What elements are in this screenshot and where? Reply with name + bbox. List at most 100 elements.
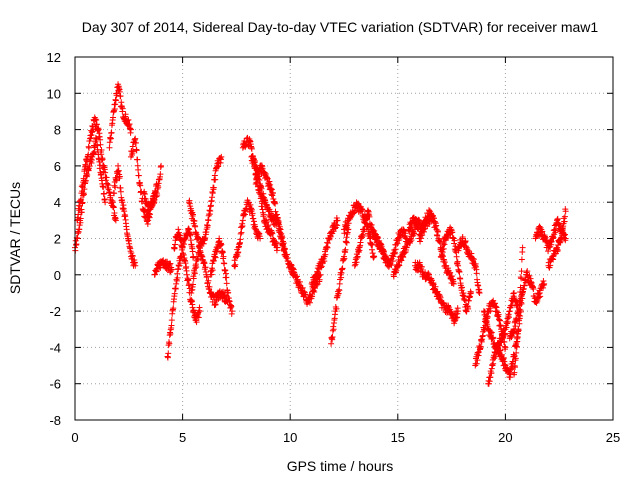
data-point	[209, 194, 216, 201]
data-point	[79, 188, 86, 195]
data-point	[290, 265, 297, 272]
data-point	[117, 188, 124, 195]
data-point	[459, 234, 466, 241]
data-point	[191, 270, 198, 277]
data-point	[222, 267, 229, 274]
data-point	[200, 240, 207, 247]
data-point	[339, 265, 346, 272]
y-tick-label: -2	[49, 304, 61, 319]
data-point	[137, 182, 144, 189]
data-point	[264, 223, 271, 230]
y-tick-label: 12	[47, 50, 61, 65]
data-point	[257, 235, 264, 242]
data-point	[252, 157, 259, 164]
x-tick-label: 5	[179, 430, 186, 445]
data-point	[504, 318, 511, 325]
data-point	[355, 200, 362, 207]
data-point	[449, 229, 456, 236]
data-point	[554, 247, 561, 254]
data-point	[74, 235, 81, 242]
data-point	[190, 281, 197, 288]
data-point	[334, 222, 341, 229]
data-point	[98, 146, 105, 153]
data-point	[460, 290, 467, 297]
data-point	[128, 249, 135, 256]
data-point	[238, 229, 245, 236]
data-point	[170, 305, 177, 312]
data-point	[273, 239, 280, 246]
data-point	[237, 236, 244, 243]
data-point	[314, 280, 321, 287]
data-point	[250, 218, 257, 225]
data-point	[232, 261, 239, 268]
data-point	[492, 353, 499, 360]
data-point	[212, 254, 219, 261]
data-point	[441, 241, 448, 248]
data-point	[111, 179, 118, 186]
data-point	[119, 199, 126, 206]
data-point	[278, 240, 285, 247]
data-point	[97, 141, 104, 148]
data-point	[400, 254, 407, 261]
data-point	[79, 184, 86, 191]
data-point	[165, 350, 172, 357]
data-point	[492, 303, 499, 310]
data-point	[264, 175, 271, 182]
data-point	[127, 126, 134, 133]
data-point	[175, 226, 182, 233]
data-point	[511, 369, 518, 376]
data-point	[255, 173, 262, 180]
data-point	[318, 263, 325, 270]
data-point	[192, 223, 199, 230]
data-point	[440, 299, 447, 306]
data-point	[197, 248, 204, 255]
data-point	[129, 253, 136, 260]
data-point	[391, 249, 398, 256]
data-point	[432, 283, 439, 290]
data-point	[431, 215, 438, 222]
data-point	[497, 347, 504, 354]
x-axis-label: GPS time / hours	[287, 458, 394, 474]
data-point	[281, 245, 288, 252]
data-point	[426, 207, 433, 214]
data-point	[209, 267, 216, 274]
data-point	[168, 317, 175, 324]
data-point	[166, 340, 173, 347]
data-point	[418, 235, 425, 242]
y-tick-label: 2	[54, 232, 61, 247]
data-point	[516, 312, 523, 319]
data-point	[515, 326, 522, 333]
data-point	[537, 293, 544, 300]
y-tick-label: 6	[54, 159, 61, 174]
data-point	[125, 116, 132, 123]
data-point	[231, 257, 238, 264]
data-point	[561, 231, 568, 238]
data-point	[177, 260, 184, 267]
data-point	[157, 171, 164, 178]
data-point	[220, 253, 227, 260]
data-point	[462, 237, 469, 244]
data-point	[132, 262, 139, 269]
data-point	[518, 256, 525, 263]
data-point	[110, 204, 117, 211]
data-point	[218, 241, 225, 248]
data-point	[75, 211, 82, 218]
data-point	[167, 260, 174, 267]
data-point	[328, 340, 335, 347]
data-point	[329, 334, 336, 341]
data-point	[196, 308, 203, 315]
data-point	[269, 230, 276, 237]
data-point	[530, 285, 537, 292]
data-point	[279, 234, 286, 241]
data-point	[511, 289, 518, 296]
plot-frame	[74, 56, 614, 421]
data-point	[168, 266, 175, 273]
data-point	[223, 280, 230, 287]
data-point	[451, 237, 458, 244]
data-point	[103, 174, 110, 181]
data-point	[183, 271, 190, 278]
data-point	[290, 266, 297, 273]
data-point	[333, 305, 340, 312]
data-point	[426, 271, 433, 278]
